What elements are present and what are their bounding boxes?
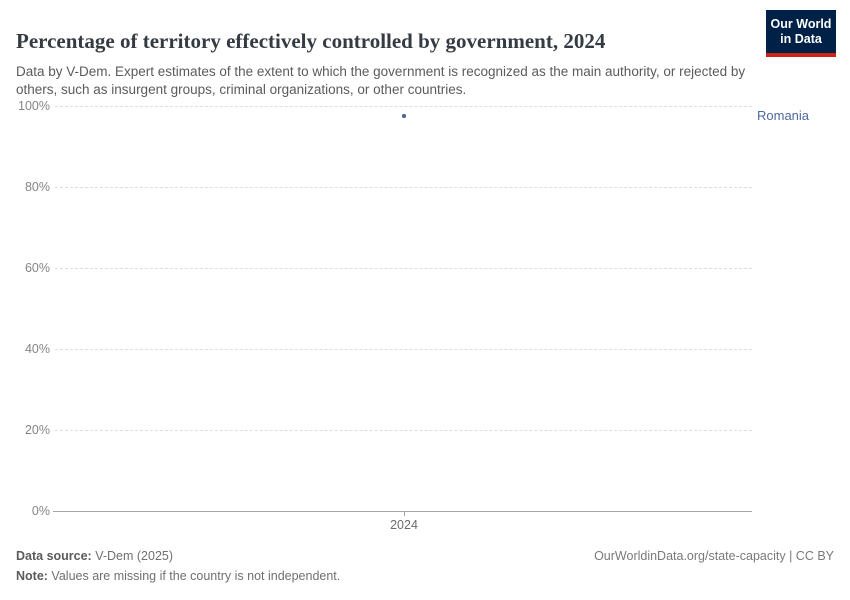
gridline-60% — [55, 268, 752, 269]
footer-datasource: Data source: V-Dem (2025) — [16, 549, 173, 563]
owid-logo-line2: in Data — [780, 31, 822, 46]
y-tick-label-20%: 20% — [24, 423, 50, 437]
gridline-100% — [55, 106, 752, 107]
gridline-20% — [55, 430, 752, 431]
y-tick-label-40%: 40% — [24, 342, 50, 356]
owid-logo-line1: Our World — [770, 16, 832, 31]
gridline-80% — [55, 187, 752, 188]
note-label: Note: — [16, 569, 48, 583]
note-value: Values are missing if the country is not… — [47, 569, 341, 583]
y-tick-label-100%: 100% — [18, 99, 50, 113]
y-tick-label-0%: 0% — [31, 504, 50, 518]
entity-label-romania[interactable]: Romania — [757, 108, 810, 123]
owid-logo[interactable]: Our World in Data — [766, 10, 836, 57]
y-tick-label-80%: 80% — [24, 180, 50, 194]
x-axis-line — [53, 511, 752, 512]
chart-subtitle: Data by V-Dem. Expert estimates of the e… — [16, 63, 746, 97]
datasource-value: V-Dem (2025) — [91, 549, 174, 563]
footer-citation-link[interactable]: OurWorldinData.org/state-capacity | CC B… — [594, 549, 834, 563]
data-point-romania[interactable] — [402, 114, 406, 118]
chart-title: Percentage of territory effectively cont… — [16, 29, 606, 54]
x-tick-label-2024: 2024 — [390, 518, 418, 532]
datasource-label: Data source: — [16, 549, 92, 563]
x-axis-tick — [404, 511, 405, 516]
y-tick-label-60%: 60% — [24, 261, 50, 275]
footer-note: Note: Values are missing if the country … — [16, 569, 340, 583]
gridline-40% — [55, 349, 752, 350]
